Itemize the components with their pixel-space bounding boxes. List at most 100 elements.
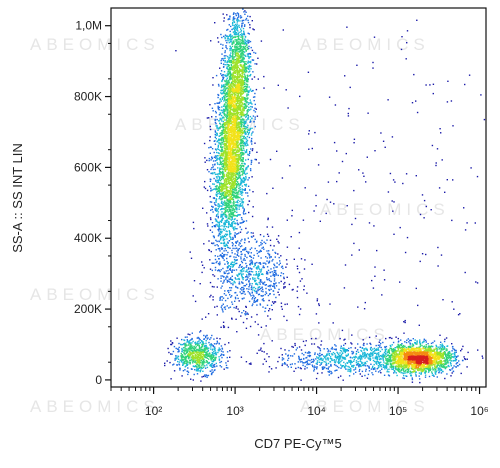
event-dot xyxy=(233,205,236,207)
event-dot xyxy=(247,75,249,77)
event-dot xyxy=(401,369,403,371)
event-dot xyxy=(215,201,217,203)
event-dot xyxy=(227,360,229,362)
event-dot xyxy=(273,267,275,269)
event-dot xyxy=(209,152,211,154)
event-dot xyxy=(235,46,237,48)
event-dot xyxy=(212,110,214,112)
event-dot xyxy=(168,351,170,354)
event-dot xyxy=(433,368,436,370)
event-dot xyxy=(226,98,229,100)
event-dot xyxy=(247,252,250,255)
event-dot xyxy=(228,220,230,223)
event-dot xyxy=(423,345,426,347)
event-dot xyxy=(225,202,227,205)
event-dot xyxy=(275,274,278,276)
event-dot xyxy=(230,73,232,75)
event-dot xyxy=(440,372,443,374)
event-dot xyxy=(396,374,398,377)
event-dot xyxy=(257,289,259,292)
event-dot xyxy=(427,345,430,347)
event-dot xyxy=(243,270,245,272)
event-dot xyxy=(361,364,364,366)
event-dot xyxy=(224,272,227,274)
event-dot xyxy=(419,339,421,341)
event-dot xyxy=(246,232,248,234)
event-dot xyxy=(410,375,413,377)
event-dot xyxy=(298,359,301,361)
event-dot xyxy=(393,349,395,351)
event-dot xyxy=(222,177,224,180)
event-dot xyxy=(222,116,224,118)
event-dot xyxy=(248,273,250,275)
event-dot xyxy=(252,287,254,289)
event-dot xyxy=(363,308,366,310)
event-dot xyxy=(353,138,356,140)
event-dot xyxy=(258,281,260,284)
event-dot xyxy=(377,344,380,346)
event-dot xyxy=(241,205,243,207)
event-dot xyxy=(237,48,239,50)
event-dot xyxy=(223,226,225,228)
event-dot xyxy=(267,315,269,317)
event-dot xyxy=(302,364,304,367)
event-dot xyxy=(439,344,442,346)
event-dot xyxy=(262,288,264,291)
event-dot xyxy=(436,350,438,352)
event-dot xyxy=(252,257,255,259)
event-dot xyxy=(241,191,243,193)
event-dot xyxy=(243,287,245,290)
event-dot xyxy=(278,264,280,266)
event-dot xyxy=(224,83,227,85)
event-dot xyxy=(222,155,225,157)
event-dot xyxy=(366,349,368,351)
event-dot xyxy=(372,373,374,376)
event-dot xyxy=(357,358,359,360)
event-dot xyxy=(244,35,247,38)
event-dot xyxy=(320,358,322,361)
event-dot xyxy=(431,144,434,147)
event-dot xyxy=(386,369,389,371)
event-dot xyxy=(190,345,192,347)
event-dot xyxy=(239,61,241,64)
event-dot xyxy=(243,97,246,99)
event-dot xyxy=(241,265,243,268)
event-dot xyxy=(251,215,254,218)
event-dot xyxy=(257,265,259,267)
event-dot xyxy=(244,75,246,77)
event-dot xyxy=(244,99,247,101)
event-dot xyxy=(218,258,220,260)
event-dot xyxy=(237,33,240,35)
event-dot xyxy=(219,225,221,227)
event-dot xyxy=(445,359,447,362)
event-dot xyxy=(223,234,226,237)
event-dot xyxy=(439,347,441,349)
event-dot xyxy=(244,38,246,40)
event-dot xyxy=(234,187,237,189)
event-dot xyxy=(246,149,248,151)
event-dot xyxy=(451,356,453,358)
event-dot xyxy=(226,281,229,283)
event-dot xyxy=(440,364,443,367)
event-dot xyxy=(245,102,248,104)
event-dot xyxy=(228,81,230,83)
event-dot xyxy=(348,360,350,362)
event-dot xyxy=(241,182,243,184)
event-dot xyxy=(256,277,259,279)
event-dot xyxy=(229,201,231,203)
event-dot xyxy=(239,47,241,50)
event-dot xyxy=(452,353,454,355)
event-dot xyxy=(225,55,227,57)
event-dot xyxy=(220,247,223,249)
event-dot xyxy=(247,203,249,206)
event-dot xyxy=(242,39,244,41)
event-dot xyxy=(231,78,233,80)
event-dot xyxy=(175,50,177,52)
event-dot xyxy=(236,183,238,185)
event-dot xyxy=(329,201,332,203)
event-dot xyxy=(201,264,204,266)
event-dot xyxy=(419,213,422,216)
event-dot xyxy=(216,181,218,184)
event-dot xyxy=(214,348,216,351)
event-dot xyxy=(235,25,237,27)
